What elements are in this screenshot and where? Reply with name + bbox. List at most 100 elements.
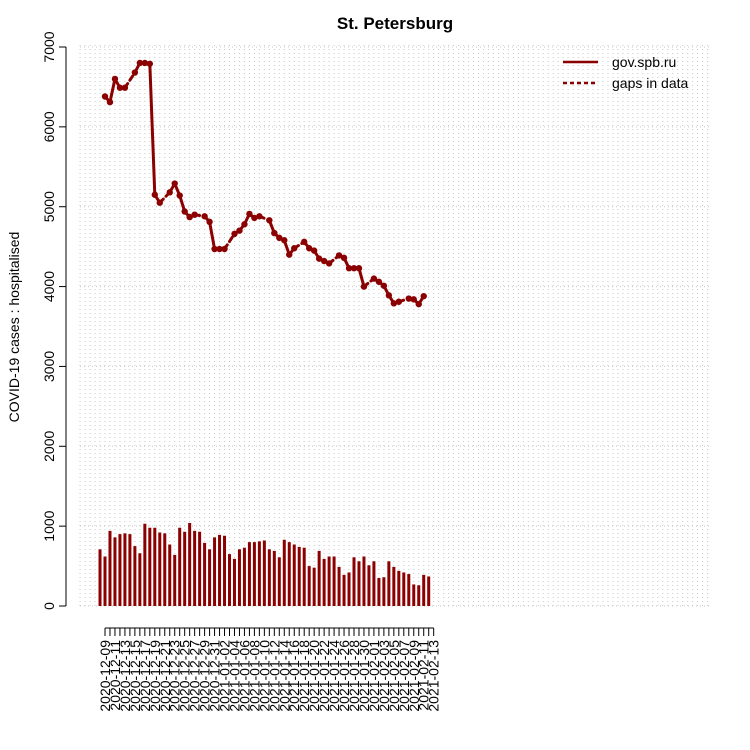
- data-point: [310, 247, 318, 254]
- x-tick-label: 2021-02-01: [366, 640, 382, 712]
- data-point: [420, 292, 427, 300]
- data-point: [221, 245, 228, 253]
- data-point: [256, 213, 263, 220]
- data-point: [236, 227, 243, 234]
- x-tick-label: 2020-12-25: [177, 640, 193, 712]
- x-tick-label: 2021-02-13: [426, 640, 442, 712]
- x-tick-label: 2021-01-26: [336, 640, 352, 712]
- data-point: [121, 84, 129, 91]
- data-point: [315, 255, 323, 262]
- data-point: [415, 300, 422, 308]
- data-point: [251, 214, 258, 222]
- data-point: [385, 292, 393, 299]
- x-tick-label: 2020-12-23: [167, 640, 183, 712]
- data-point: [350, 265, 358, 272]
- data-point: [390, 300, 398, 307]
- data-point: [340, 254, 348, 262]
- y-tick-label: 4000: [41, 271, 57, 302]
- data-point: [141, 59, 149, 67]
- data-point: [131, 69, 139, 76]
- data-point: [181, 208, 188, 215]
- x-tick-label: 2021-01-14: [276, 640, 292, 712]
- chart-title: St. Petersburg: [337, 14, 453, 33]
- data-point: [395, 298, 403, 305]
- x-tick-label: 2020-12-27: [187, 640, 203, 712]
- data-point: [136, 59, 144, 67]
- data-point: [345, 265, 353, 272]
- data-point: [291, 245, 298, 252]
- x-tick-label: 2021-01-04: [226, 640, 242, 712]
- x-tick-label: 2021-01-08: [246, 640, 262, 712]
- data-point: [266, 217, 273, 224]
- x-tick-label: 2021-01-16: [286, 640, 302, 712]
- y-tick-label: 5000: [41, 191, 57, 222]
- y-tick-label: 0: [41, 602, 57, 610]
- y-tick-label: 2000: [41, 431, 57, 462]
- x-tick-label: 2021-01-22: [316, 640, 332, 712]
- data-point: [116, 84, 124, 91]
- data-point: [335, 252, 343, 259]
- y-axis: 0 1000 2000 3000 4000 5000 6000 7000: [41, 31, 67, 610]
- grid: [79, 45, 712, 607]
- x-tick-label: 2021-01-30: [356, 640, 372, 712]
- series-points: [101, 59, 427, 308]
- x-tick-label: 2021-01-20: [306, 640, 322, 712]
- x-tick-label: 2020-12-17: [137, 640, 153, 712]
- x-tick-label: 2021-02-11: [416, 640, 432, 711]
- x-tick-label: 2020-12-19: [147, 640, 163, 712]
- x-tick-label: 2020-12-21: [157, 640, 173, 712]
- bars: [98, 522, 431, 606]
- data-point: [301, 238, 308, 246]
- x-tick-label: 2021-01-10: [256, 640, 272, 712]
- x-tick-label: 2021-01-02: [217, 640, 233, 712]
- data-point: [246, 210, 253, 218]
- line-segment: [148, 62, 157, 197]
- x-tick-label: 2021-02-03: [376, 640, 392, 712]
- data-point: [146, 60, 154, 67]
- x-tick-label: 2021-02-05: [386, 640, 402, 712]
- data-point: [410, 296, 417, 303]
- x-tick-label: 2021-01-28: [346, 640, 362, 712]
- x-tick-label: 2021-01-18: [296, 640, 312, 712]
- x-tick-label: 2021-01-06: [236, 640, 252, 712]
- series-line: [103, 61, 426, 306]
- data-point: [286, 251, 293, 258]
- data-point: [186, 213, 193, 221]
- data-point: [191, 211, 198, 218]
- data-point: [241, 221, 248, 228]
- data-point: [380, 282, 388, 289]
- data-point: [111, 75, 119, 83]
- data-point: [206, 218, 213, 226]
- x-tick-label: 2021-01-12: [266, 640, 282, 712]
- data-point: [156, 199, 163, 206]
- x-tick-label: 2020-12-15: [127, 640, 143, 712]
- data-point: [325, 260, 333, 267]
- legend: gov.spb.ru gaps in data: [563, 54, 688, 91]
- y-tick-label: 3000: [41, 351, 57, 382]
- data-point: [151, 191, 158, 198]
- data-point: [176, 192, 183, 199]
- data-point: [320, 257, 328, 265]
- x-tick-label: 2020-12-11: [107, 640, 123, 711]
- data-point: [405, 295, 412, 302]
- data-point: [106, 98, 114, 106]
- x-tick-label: 2020-12-09: [97, 640, 113, 712]
- x-tick-label: 2021-02-07: [396, 640, 412, 712]
- data-point: [231, 230, 238, 238]
- x-tick-label: 2020-12-13: [117, 640, 133, 712]
- data-point: [271, 229, 278, 237]
- y-tick-label: 1000: [41, 510, 57, 541]
- data-point: [281, 237, 288, 244]
- x-tick-label: 2021-02-09: [406, 640, 422, 712]
- legend-label: gov.spb.ru: [612, 54, 676, 70]
- x-axis: 2020-12-092020-12-112020-12-132020-12-15…: [97, 627, 442, 712]
- legend-label: gaps in data: [612, 75, 688, 91]
- data-point: [276, 234, 283, 242]
- data-point: [101, 93, 109, 100]
- x-tick-label: 2020-12-31: [207, 640, 223, 712]
- data-point: [171, 180, 178, 187]
- line-segment: [108, 77, 117, 104]
- y-tick-label: 6000: [41, 111, 57, 142]
- data-point: [166, 189, 173, 196]
